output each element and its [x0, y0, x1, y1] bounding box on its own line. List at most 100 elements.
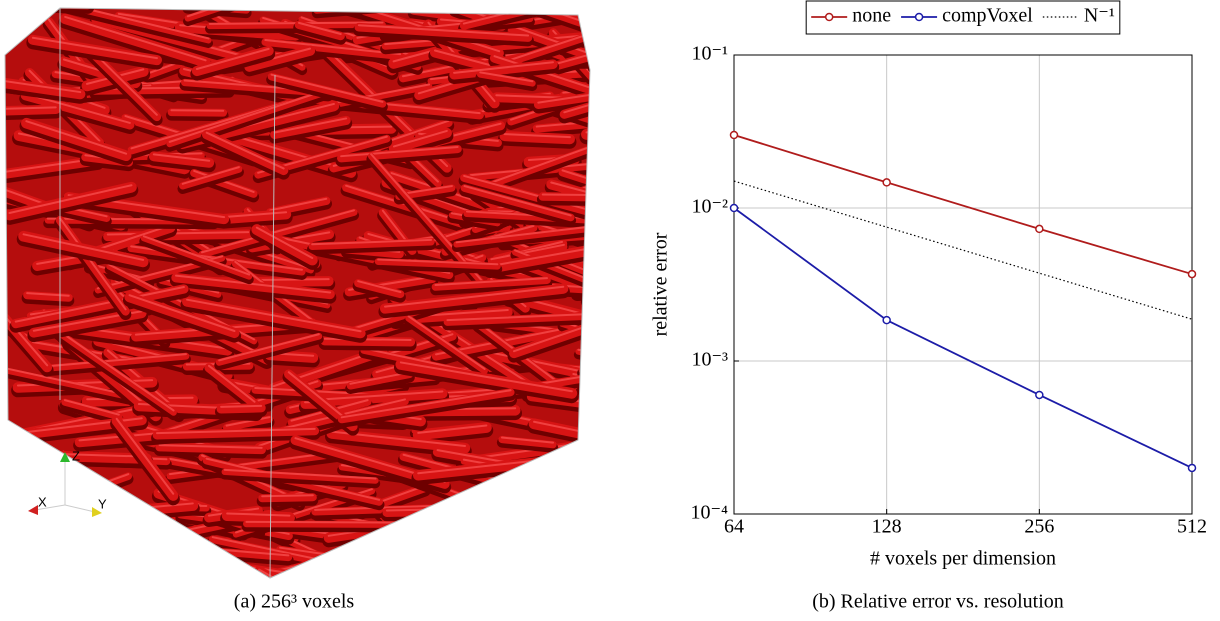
fiber — [443, 542, 568, 578]
fiber-highlight — [419, 539, 586, 562]
fiber-highlight — [592, 63, 635, 108]
fiber-highlight — [500, 436, 555, 444]
fiber — [354, 279, 405, 299]
y-tick-label: 10⁻² — [691, 196, 728, 218]
fiber-highlight — [563, 75, 590, 114]
legend-marker — [914, 12, 924, 22]
fiber — [575, 348, 590, 373]
fiber-shadow — [489, 529, 590, 565]
fiber — [538, 192, 590, 202]
fiber-highlight — [519, 502, 577, 506]
fiber — [490, 527, 590, 561]
fiber-highlight — [407, 315, 486, 370]
fiber — [281, 0, 420, 1]
axis-triad: Z X Y — [28, 448, 107, 517]
fiber — [469, 555, 573, 578]
fiber — [578, 366, 590, 384]
fiber-highlight — [430, 588, 481, 595]
fiber-highlight — [333, 562, 380, 569]
fiber-highlight — [264, 39, 402, 56]
fiber — [18, 230, 149, 268]
fiber — [42, 320, 177, 416]
fiber — [86, 47, 162, 122]
fiber-highlight — [581, 401, 590, 418]
fiber-shadow — [476, 484, 590, 529]
fiber-highlight — [493, 528, 590, 556]
fiber-shadow — [568, 374, 590, 395]
fiber — [104, 537, 233, 573]
fiber-shadow — [415, 539, 590, 572]
fiber-shadow — [121, 575, 254, 578]
fiber-highlight — [568, 491, 590, 548]
fiber-highlight — [311, 238, 433, 246]
fiber — [102, 572, 171, 578]
fiber-highlight — [454, 8, 590, 59]
fiber-highlight — [559, 465, 590, 501]
fiber — [267, 72, 387, 108]
fiber — [258, 493, 317, 503]
fiber — [565, 444, 590, 487]
fiber-highlight — [9, 541, 147, 578]
fiber-highlight — [186, 8, 278, 18]
fiber-shadow — [351, 8, 524, 10]
fiber-shadow — [442, 543, 569, 578]
fiber — [313, 8, 461, 14]
fiber-highlight — [474, 487, 580, 507]
fiber — [326, 428, 471, 454]
legend: none compVoxel N⁻¹ — [805, 0, 1121, 35]
fiber-shadow — [376, 555, 456, 576]
fiber-highlight — [207, 364, 256, 403]
fiber-highlight — [5, 76, 82, 94]
chart: 64 128 256 512 10⁻⁴ 10⁻³ 10⁻² 10⁻¹ # voxels per … — [650, 0, 1207, 570]
fiber — [354, 22, 533, 42]
fiber-highlight — [567, 444, 590, 483]
fiber — [244, 45, 316, 72]
fiber — [111, 415, 179, 501]
fiber-shadow — [525, 511, 590, 546]
fiber-shadow — [22, 526, 80, 578]
fiber-shadow — [555, 438, 590, 468]
triad-x — [34, 504, 66, 511]
fiber — [337, 388, 515, 424]
fiber-shadow — [542, 529, 590, 578]
fiber — [576, 570, 590, 578]
fiber — [20, 91, 135, 130]
fiber-highlight — [181, 166, 240, 185]
fiber-highlight — [399, 361, 573, 393]
fiber-shadow — [579, 102, 590, 145]
fiber-highlight — [169, 566, 218, 578]
fiber — [202, 129, 289, 176]
fiber-highlight — [434, 277, 548, 286]
fiber-shadow — [600, 104, 751, 124]
fiber-highlight — [412, 534, 560, 556]
fiber — [320, 336, 416, 347]
fiber-highlight — [490, 243, 565, 261]
x-tick-label: 64 — [724, 516, 744, 538]
fiber-highlight — [583, 16, 590, 67]
fiber-highlight — [545, 484, 590, 507]
fiber — [21, 117, 132, 162]
fiber — [412, 422, 492, 441]
fiber-highlight — [487, 559, 555, 566]
fiber-highlight — [199, 574, 273, 578]
fiber-highlight — [48, 353, 187, 368]
fiber-highlight — [455, 224, 590, 244]
fiber-shadow — [539, 501, 590, 541]
fiber — [497, 8, 590, 15]
fiber-shadow — [436, 566, 535, 578]
fiber-highlight — [94, 551, 212, 559]
fiber — [198, 208, 358, 258]
fiber-highlight — [195, 47, 270, 70]
fiber — [23, 525, 78, 578]
fiber — [166, 564, 221, 578]
fiber-highlight — [155, 427, 316, 435]
fiber-shadow — [501, 592, 574, 609]
fiber-highlight — [168, 90, 324, 143]
y-tick-label: 10⁻³ — [691, 349, 728, 371]
fiber-highlight — [245, 520, 420, 524]
fiber-highlight — [584, 270, 590, 299]
fiber — [453, 224, 590, 248]
fiber — [27, 34, 162, 66]
fiber-shadow — [486, 519, 565, 534]
fiber — [191, 45, 274, 77]
